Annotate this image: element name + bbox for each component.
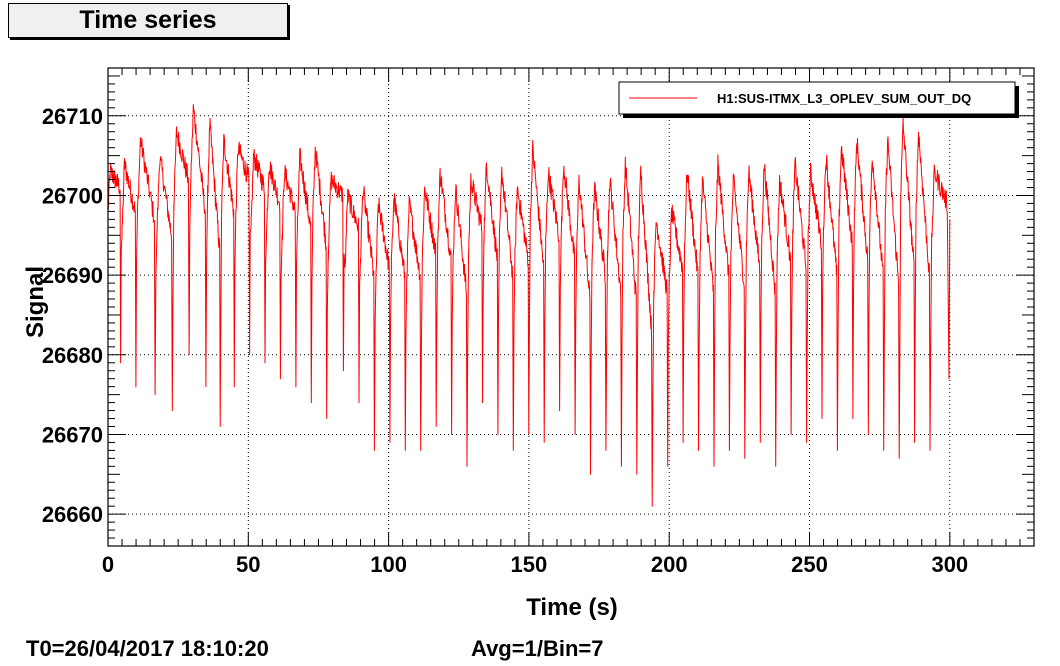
y-tick-label: 26700	[42, 183, 103, 208]
plot-frame	[107, 67, 1035, 547]
x-tick-label: 200	[651, 552, 688, 577]
tick-labels: 0 50 100 150 200 250 300 26660 26670 26680 26690 26…	[42, 104, 968, 577]
footer-avg: Avg=1/Bin=7	[471, 636, 604, 661]
chart-title: Time series	[8, 3, 288, 38]
y-tick-label: 26660	[42, 502, 103, 527]
x-tick-label: 0	[102, 552, 114, 577]
y-tick-label: 26710	[42, 104, 103, 129]
x-tick-label: 150	[511, 552, 548, 577]
series-layer	[107, 104, 951, 507]
ticks	[107, 67, 1035, 547]
x-axis-label: Time (s)	[526, 594, 618, 621]
y-tick-label: 26690	[42, 263, 103, 288]
x-tick-label: 300	[931, 552, 968, 577]
x-tick-label: 50	[236, 552, 260, 577]
y-tick-label: 26670	[42, 422, 103, 447]
y-tick-label: 26680	[42, 343, 103, 368]
y-axis-label: Signal	[22, 266, 49, 338]
grid	[108, 68, 1034, 546]
x-tick-label: 100	[370, 552, 407, 577]
legend-entry: H1:SUS-ITMX_L3_OPLEV_SUM_OUT_DQ	[717, 91, 971, 106]
footer-t0: T0=26/04/2017 18:10:20	[26, 636, 269, 661]
legend: H1:SUS-ITMX_L3_OPLEV_SUM_OUT_DQ	[618, 81, 1019, 118]
x-tick-label: 250	[791, 552, 828, 577]
series-line	[107, 104, 951, 507]
